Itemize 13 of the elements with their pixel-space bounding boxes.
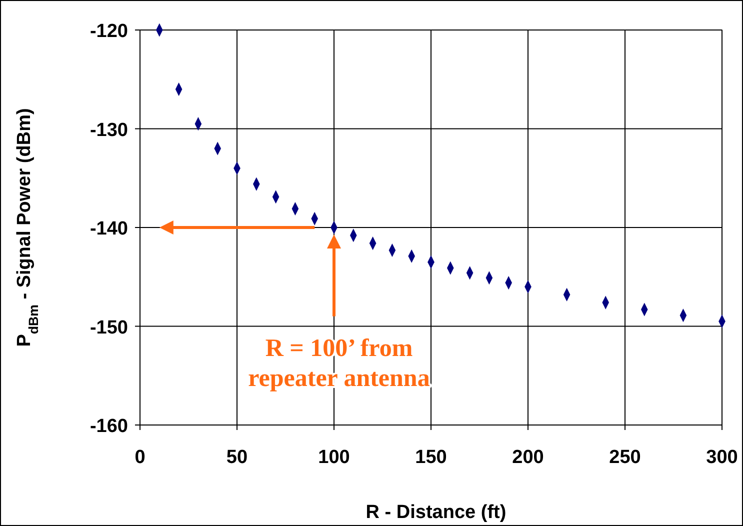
- x-axis-title: R - Distance (ft): [366, 502, 506, 523]
- y-tick-label: -130: [90, 120, 128, 141]
- x-tick-label: 150: [415, 447, 447, 468]
- y-tick-label: -150: [90, 317, 128, 338]
- x-tick-label: 0: [134, 447, 146, 468]
- y-tick-label: -140: [90, 218, 128, 240]
- y-tick-label: -160: [90, 416, 128, 437]
- x-tick-label: 200: [512, 447, 544, 468]
- x-tick-label: 100: [318, 447, 350, 468]
- x-tick-label: 50: [226, 447, 248, 468]
- y-tick-label: -120: [90, 21, 128, 42]
- x-tick-label: 300: [706, 447, 738, 468]
- x-tick-label: 250: [609, 447, 641, 468]
